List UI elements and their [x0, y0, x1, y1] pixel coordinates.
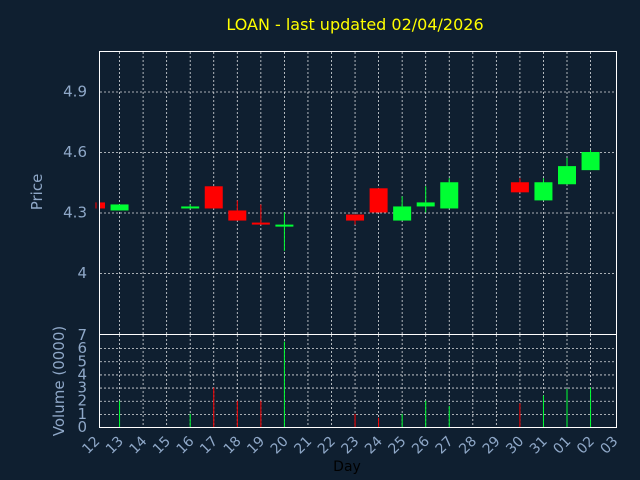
- x-tick-18: 18: [221, 434, 245, 458]
- candle-body: [393, 206, 412, 221]
- candle-18: [228, 200, 247, 221]
- volume-y-tick: 2: [77, 392, 87, 410]
- x-tick-31: 31: [527, 434, 551, 458]
- candle-body: [100, 202, 105, 209]
- candle-12: [95, 202, 105, 209]
- x-tick-29: 29: [480, 434, 504, 458]
- candle-body: [558, 166, 576, 185]
- price-axis-label: Price: [28, 174, 46, 211]
- x-tick-21: 21: [291, 434, 315, 458]
- x-tick-23: 23: [338, 434, 362, 458]
- volume-y-tick: 7: [77, 326, 87, 344]
- x-tick-26: 26: [409, 433, 433, 457]
- x-tick-16: 16: [174, 433, 198, 457]
- x-tick-30: 30: [503, 434, 527, 458]
- x-tick-12: 12: [79, 434, 103, 458]
- volume-y-tick: 1: [77, 405, 87, 423]
- candle-body: [440, 182, 459, 209]
- candle-body: [251, 222, 270, 225]
- candle-17: [204, 186, 223, 209]
- candle-body: [416, 202, 435, 207]
- candle-20: [275, 212, 294, 251]
- volume-y-tick: 0: [77, 418, 87, 436]
- price-y-tick: 4: [77, 264, 87, 282]
- x-tick-15: 15: [150, 434, 174, 458]
- x-tick-01: 01: [550, 434, 574, 458]
- candle-body: [510, 182, 529, 193]
- x-tick-22: 22: [315, 434, 339, 458]
- volume-y-tick: 5: [77, 352, 87, 370]
- candle-30: [510, 178, 529, 193]
- candle-body: [369, 188, 388, 213]
- price-y-tick: 4.9: [63, 83, 87, 101]
- candle-body: [204, 186, 223, 209]
- x-tick-17: 17: [197, 434, 221, 458]
- volume-gridlines: [100, 335, 616, 427]
- candle-19: [251, 204, 270, 225]
- price-y-tick: 4.6: [63, 143, 87, 161]
- candle-body: [534, 182, 553, 201]
- candle-13: [110, 204, 129, 211]
- x-tick-27: 27: [433, 434, 457, 458]
- volume-panel-frame: [99, 334, 617, 428]
- candle-body: [581, 152, 600, 171]
- candle-31: [534, 178, 553, 201]
- candle-16: [181, 204, 200, 209]
- candle-23: [346, 214, 365, 225]
- volume-y-tick: 6: [77, 339, 87, 357]
- candle-25: [393, 196, 412, 221]
- x-tick-14: 14: [127, 433, 151, 457]
- x-tick-28: 28: [456, 434, 480, 458]
- candle-body: [275, 224, 294, 227]
- x-tick-13: 13: [103, 434, 127, 458]
- x-tick-labels: 12 13 14 15 16 17 18 19 20 21 22 23 24 25 26 27 28 29 30 31…: [79, 433, 621, 457]
- volume-axis-label: Volume (0000): [50, 326, 68, 436]
- x-tick-19: 19: [244, 434, 268, 458]
- candle-body: [346, 214, 365, 221]
- candle-24: [369, 188, 388, 213]
- volume-y-tick: 3: [77, 379, 87, 397]
- candle-body: [181, 206, 200, 209]
- volume-bars: [119, 341, 592, 427]
- x-tick-03: 03: [598, 434, 622, 458]
- price-y-tick-labels: 4 4.3 4.6 4.9: [63, 83, 87, 283]
- candle-01: [558, 158, 576, 185]
- x-tick-20: 20: [268, 434, 292, 458]
- volume-y-tick: 4: [77, 365, 87, 383]
- candle-02: [581, 149, 600, 171]
- candle-body: [228, 210, 247, 221]
- x-axis-label: Day: [333, 459, 361, 475]
- x-tick-02: 02: [574, 434, 598, 458]
- price-y-tick: 4.3: [63, 204, 87, 222]
- candle-27: [440, 178, 459, 209]
- x-tick-24: 24: [362, 433, 386, 457]
- candle-26: [416, 186, 435, 213]
- candle-body: [110, 204, 129, 211]
- chart-title: LOAN - last updated 02/04/2026: [226, 15, 483, 34]
- candles: [95, 149, 600, 251]
- x-tick-25: 25: [386, 434, 410, 458]
